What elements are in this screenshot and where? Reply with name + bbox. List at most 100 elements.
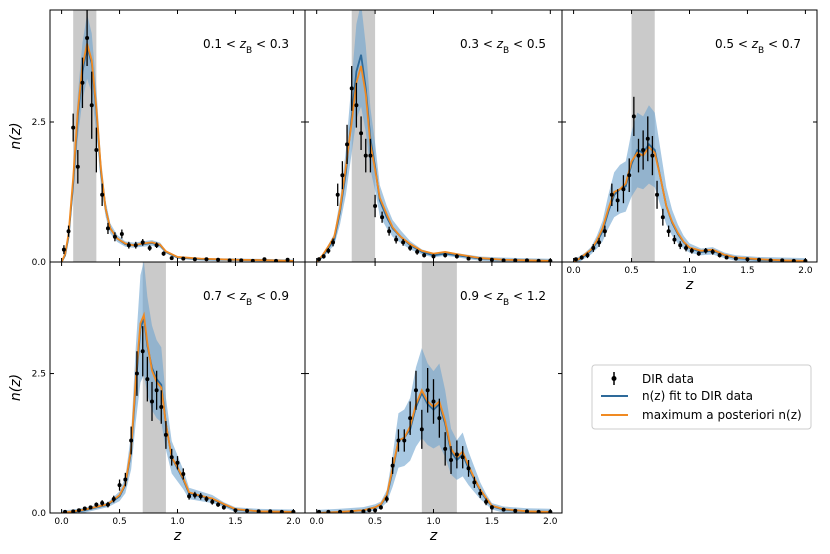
- xtick-label: 0.0: [566, 266, 581, 276]
- dir-point: [279, 509, 284, 513]
- ytick-label: 0.0: [32, 258, 47, 268]
- dir-point: [181, 256, 186, 261]
- dir-point: [724, 255, 729, 260]
- dir-point: [210, 499, 215, 504]
- legend-map-label: maximum a posteriori n(z): [642, 408, 802, 422]
- x-axis-title: z: [173, 528, 182, 544]
- dir-point: [621, 187, 626, 192]
- dir-point: [204, 497, 209, 502]
- dir-point: [631, 114, 636, 119]
- dir-point: [88, 505, 93, 510]
- dir-point: [401, 240, 406, 245]
- dir-point: [256, 509, 261, 513]
- dir-point: [425, 388, 430, 393]
- dir-point: [513, 258, 518, 262]
- dir-point: [536, 509, 541, 513]
- dir-point: [791, 258, 796, 262]
- dir-point: [61, 247, 66, 252]
- dir-point: [94, 148, 99, 152]
- panel-label-lo: 0.5 <: [715, 37, 752, 51]
- dir-point: [163, 432, 168, 437]
- dir-point: [75, 164, 80, 169]
- panel-label-hi: < 0.5: [509, 37, 546, 51]
- dir-point: [396, 438, 401, 443]
- dir-point: [76, 508, 81, 513]
- dir-point: [140, 240, 145, 245]
- dir-point: [579, 255, 584, 260]
- dir-point: [431, 399, 436, 404]
- xtick-label: 0.5: [368, 517, 382, 527]
- xtick-label: 1.5: [228, 517, 242, 527]
- dir-point: [123, 477, 128, 482]
- dir-point: [466, 256, 471, 261]
- panel-label-z: z: [239, 289, 247, 303]
- y-axis-title: n(z): [8, 374, 24, 401]
- dir-point: [317, 509, 322, 513]
- dir-point: [402, 438, 407, 443]
- x-axis-title: z: [685, 277, 694, 293]
- panel-label: 0.5 < zB < 0.7: [715, 37, 801, 56]
- dir-point: [100, 192, 105, 197]
- dir-point: [655, 192, 660, 197]
- dir-point: [105, 226, 110, 231]
- dir-point: [373, 204, 378, 208]
- dir-point: [536, 258, 541, 262]
- dir-point: [129, 438, 134, 443]
- dir-point: [615, 198, 620, 203]
- dir-point: [89, 103, 94, 108]
- dir-point: [331, 240, 336, 245]
- dir-point: [672, 237, 677, 242]
- dir-point: [274, 258, 279, 262]
- dir-point: [175, 460, 180, 465]
- panel-3: 0.0 0.5 1.0 1.5 2.0z0.5 < zB < 0.7: [561, 9, 818, 293]
- dir-point: [666, 229, 671, 234]
- legend-frame: [591, 364, 812, 430]
- plot-area: [60, 10, 294, 262]
- dir-point: [335, 192, 340, 197]
- dir-point: [340, 173, 345, 178]
- dir-point: [85, 36, 90, 40]
- dir-point: [650, 153, 655, 158]
- fit-line: [61, 317, 294, 513]
- plot-area: [573, 10, 808, 262]
- dir-point: [317, 257, 322, 262]
- dir-point: [408, 416, 413, 421]
- panel-label-sub: B: [758, 46, 764, 56]
- xtick-label: 1.0: [170, 517, 185, 527]
- dir-point: [678, 243, 683, 248]
- dir-point: [159, 405, 164, 410]
- map-line: [61, 311, 294, 513]
- panel-1: 0.0 2.5 n(z) 0.1 < zB < 0.3: [8, 9, 306, 268]
- dir-point: [489, 505, 494, 510]
- panel-label-lo: 0.7 <: [203, 289, 240, 303]
- dir-point: [636, 153, 641, 158]
- dir-point: [422, 253, 427, 258]
- dir-point: [126, 243, 131, 248]
- panel-label-hi: < 1.2: [509, 289, 546, 303]
- dir-point: [390, 463, 395, 468]
- dir-point: [71, 509, 76, 513]
- dir-point: [147, 246, 152, 250]
- panel-label-z: z: [239, 37, 247, 51]
- dir-point: [150, 399, 154, 404]
- dir-point: [100, 500, 105, 505]
- dir-point: [484, 499, 489, 504]
- legend-dir-label: DIR data: [642, 372, 694, 386]
- dir-point: [443, 253, 448, 258]
- xtick-label: 1.5: [740, 266, 754, 276]
- dir-point: [134, 371, 139, 376]
- dir-point: [368, 153, 373, 158]
- dir-point: [717, 253, 722, 258]
- panel-label-hi: < 0.3: [252, 37, 289, 51]
- dir-point: [449, 458, 454, 463]
- dir-point: [696, 251, 701, 256]
- panel-label-z: z: [751, 37, 759, 51]
- dir-point: [524, 258, 529, 262]
- dir-point: [117, 483, 122, 488]
- dir-point: [602, 229, 607, 234]
- dir-point: [154, 243, 159, 248]
- panel-label-sub: B: [246, 46, 252, 56]
- xtick-label: 0.5: [112, 517, 126, 527]
- xtick-label: 2.0: [286, 517, 301, 527]
- dir-point: [660, 215, 665, 220]
